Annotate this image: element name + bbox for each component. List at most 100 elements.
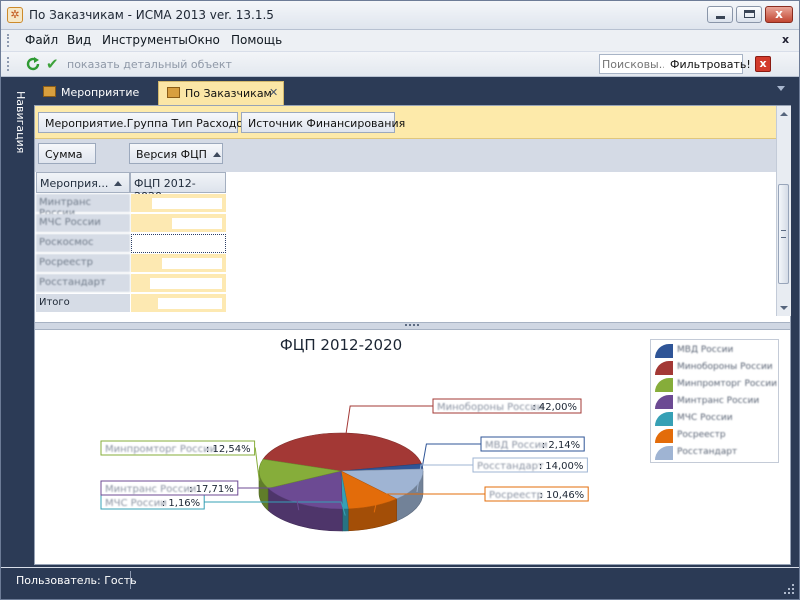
minimize-button[interactable] [707, 6, 733, 23]
filter-button[interactable]: Фильтровать! [670, 58, 751, 71]
column-field-fcp-version[interactable]: Версия ФЦП [129, 143, 223, 164]
box-icon [167, 87, 180, 98]
leader-line [254, 447, 260, 481]
data-column-area: Сумма Версия ФЦП [35, 139, 776, 172]
filter-field-funding-source[interactable]: Источник Финансирования [241, 112, 405, 133]
filter-field-expense-group[interactable]: Мероприятие.Группа Тип Расходов [38, 112, 250, 133]
data-label-name: Минпромторг России [105, 444, 216, 455]
close-window-button[interactable]: x [765, 6, 793, 23]
scroll-thumb[interactable] [778, 184, 789, 284]
tab-activity[interactable]: Мероприятие [35, 81, 155, 105]
menu-file[interactable]: Файл [25, 33, 59, 47]
data-label-value: : 1,16% [162, 498, 200, 509]
legend-label: МЧС России [677, 413, 733, 423]
data-label-box [100, 480, 239, 496]
pie-slice-side [341, 508, 349, 532]
tab-close-icon[interactable]: ✕ [269, 86, 279, 99]
splitter[interactable] [35, 322, 790, 330]
pie-slice[interactable] [267, 470, 343, 510]
maximize-button[interactable] [736, 6, 762, 23]
pie-slice[interactable] [340, 468, 424, 500]
pivot-grid: Мероприя... ФЦП 2012-2020 Минтранс Росси… [35, 172, 776, 316]
menu-window[interactable]: Окно [188, 33, 220, 47]
legend-swatch [655, 395, 673, 409]
scroll-down-icon[interactable] [780, 306, 788, 310]
search-box: Фильтровать! [599, 54, 751, 74]
pivot-cell[interactable] [131, 214, 226, 233]
pie-slice[interactable] [262, 432, 422, 472]
pivot-cell[interactable] [131, 254, 226, 273]
menu-grip[interactable] [7, 34, 12, 47]
data-label-name: МЧС России [105, 498, 167, 509]
legend-item: Минпромторг России [655, 377, 778, 393]
close-search-button[interactable]: x [755, 56, 771, 72]
status-separator [130, 571, 131, 589]
window-title: По Заказчикам - ИСМА 2013 ver. 13.1.5 [29, 8, 274, 22]
menu-view[interactable]: Вид [67, 33, 92, 47]
refresh-icon[interactable] [25, 56, 41, 72]
row-header[interactable]: Росстандарт [36, 274, 130, 293]
data-label-box [432, 398, 582, 414]
row-header[interactable]: Роскосмос [36, 234, 130, 253]
minimize-icon [716, 16, 725, 19]
row-field-label: Мероприя... [40, 177, 109, 190]
box-icon [43, 86, 56, 97]
scroll-up-icon[interactable] [780, 112, 788, 116]
leader-line [345, 405, 433, 434]
data-field-sum[interactable]: Сумма [38, 143, 96, 164]
leader-line [204, 501, 346, 516]
title-bar: ✲ По Заказчикам - ИСМА 2013 ver. 13.1.5 … [1, 1, 799, 30]
data-label-value: : 17,71% [189, 484, 234, 495]
show-detail-button[interactable]: показать детальный объект [67, 58, 232, 71]
check-icon[interactable]: ✔ [46, 55, 59, 73]
legend-label: Росреестр [677, 430, 726, 440]
pivot-cell-total[interactable] [131, 294, 226, 313]
vertical-scrollbar[interactable] [776, 106, 791, 316]
pivot-cell-selected[interactable] [131, 234, 226, 253]
row-header[interactable]: Минтранс России [36, 194, 130, 219]
mdi-close-button[interactable]: x [782, 33, 790, 46]
legend-item: Минтранс России [655, 394, 778, 410]
status-user: Пользователь: Гость [16, 574, 137, 587]
legend-item: Минобороны России [655, 360, 778, 376]
data-label-value: : 2,14% [542, 440, 580, 451]
leader-line [421, 443, 481, 467]
row-header-total[interactable]: Итого [36, 294, 130, 313]
data-label-value: : 12,54% [206, 444, 251, 455]
menu-tools[interactable]: Инструменты [102, 33, 188, 47]
legend-item: Росстандарт [655, 445, 778, 461]
legend-label: Росстандарт [677, 447, 738, 457]
legend-swatch [655, 361, 673, 375]
search-input[interactable] [602, 58, 664, 71]
close-icon: x [775, 7, 783, 21]
sort-asc-icon [114, 181, 123, 186]
menu-help[interactable]: Помощь [231, 33, 283, 47]
legend-label: Минтранс России [677, 396, 760, 406]
tab-label: Мероприятие [61, 86, 140, 99]
data-label-name: МВД России [485, 440, 548, 451]
leader-line [373, 493, 485, 513]
legend-label: Минпромторг России [677, 379, 777, 389]
menu-bar: Файл Вид Инструменты Окно Помощь [1, 30, 799, 51]
navigation-panel[interactable]: Навигация [7, 83, 27, 563]
pivot-cell[interactable] [131, 274, 226, 293]
legend-label: МВД России [677, 345, 734, 355]
data-label-name: Росреестр [489, 490, 543, 501]
row-header[interactable]: МЧС России [36, 214, 130, 233]
pivot-cell[interactable] [131, 194, 226, 213]
tab-by-customers[interactable]: По Заказчикам ✕ [158, 81, 284, 105]
column-field-label: Версия ФЦП [136, 148, 207, 161]
navigation-label[interactable]: Навигация [14, 91, 27, 154]
column-header[interactable]: ФЦП 2012-2020 [130, 172, 226, 203]
row-header[interactable]: Росреестр [36, 254, 130, 273]
legend-item: Росреестр [655, 428, 778, 444]
data-label-box [100, 440, 256, 456]
maximize-icon [744, 10, 755, 18]
app-icon[interactable]: ✲ [7, 7, 23, 23]
toolbar-grip[interactable] [7, 57, 12, 71]
row-field-activity[interactable]: Мероприя... [36, 172, 130, 193]
resize-grip-icon[interactable] [783, 583, 795, 595]
data-label-box [472, 457, 588, 473]
tabs-dropdown-icon[interactable] [777, 86, 785, 91]
legend-swatch [655, 412, 673, 426]
